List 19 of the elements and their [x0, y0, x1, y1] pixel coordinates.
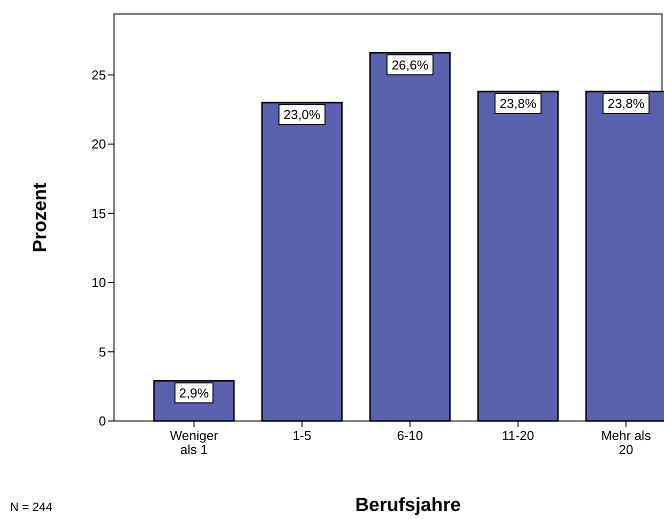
y-tick-label: 10 — [92, 275, 106, 290]
data-label: 2,9% — [179, 385, 210, 400]
y-axis-title: Prozent — [30, 182, 51, 252]
x-tick-label: 1-5 — [292, 428, 312, 443]
y-tick-label: 20 — [92, 136, 106, 152]
y-tick-label: 0 — [98, 414, 106, 429]
data-label: 23,8% — [500, 96, 537, 112]
text: N = 244 — [10, 500, 53, 514]
x-tick-label: Mehr als 20 — [601, 428, 652, 457]
y-tick-label: 5 — [98, 344, 106, 360]
data-label: 23,0% — [284, 107, 321, 122]
data-label: 26,6% — [392, 57, 429, 72]
data-label: 23,8% — [608, 96, 645, 112]
x-axis-title: Berufsjahre — [355, 495, 461, 516]
y-tick-label: 15 — [92, 206, 106, 221]
x-tick-label: 11-20 — [502, 428, 534, 443]
x-tick-label: 6-10 — [396, 428, 424, 443]
y-tick-label: 25 — [92, 67, 106, 82]
x-tick-label: Weniger als 1 — [170, 428, 219, 457]
